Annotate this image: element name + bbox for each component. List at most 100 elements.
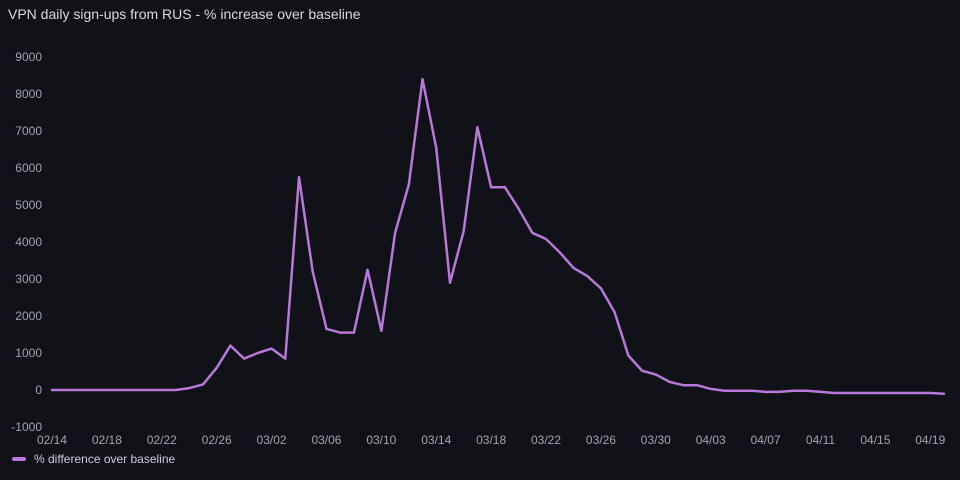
data-point[interactable] [708, 386, 714, 392]
data-point[interactable] [269, 346, 275, 352]
y-axis: -1000 0 1000 2000 3000 4000 5000 6000 7000 8000 90… [11, 50, 42, 434]
data-point[interactable] [749, 388, 755, 394]
data-point[interactable] [488, 184, 494, 190]
data-point[interactable] [118, 387, 124, 393]
data-point[interactable] [886, 390, 892, 396]
data-point[interactable] [900, 390, 906, 396]
y-tick-label: 5000 [15, 198, 42, 212]
x-tick-label: 04/19 [915, 433, 945, 447]
x-tick-label: 04/11 [806, 433, 835, 447]
data-point[interactable] [447, 280, 453, 286]
data-point[interactable] [831, 390, 837, 396]
x-tick-label: 04/15 [860, 433, 890, 447]
x-axis: 02/14 02/18 02/22 02/26 03/02 03/06 03/10 03/14… [37, 433, 946, 447]
data-point[interactable] [214, 365, 220, 371]
data-point[interactable] [310, 269, 316, 275]
data-point[interactable] [763, 389, 769, 395]
data-point[interactable] [392, 230, 398, 236]
data-point[interactable] [612, 309, 618, 315]
data-point[interactable] [461, 228, 467, 234]
data-point[interactable] [378, 328, 384, 334]
x-tick-label: 02/22 [147, 433, 177, 447]
legend-label: % difference over baseline [34, 452, 176, 466]
x-tick-label: 03/30 [641, 433, 671, 447]
y-tick-label: 8000 [15, 87, 42, 101]
data-point[interactable] [145, 387, 151, 393]
data-point[interactable] [557, 249, 563, 255]
data-point[interactable] [570, 265, 576, 271]
series-layer[interactable] [49, 76, 947, 397]
y-tick-label: 1000 [15, 346, 42, 360]
data-point[interactable] [625, 353, 631, 359]
data-point[interactable] [859, 390, 865, 396]
x-tick-label: 03/18 [476, 433, 506, 447]
legend[interactable]: % difference over baseline [12, 452, 175, 466]
data-point[interactable] [516, 206, 522, 212]
data-point[interactable] [502, 184, 508, 190]
data-point[interactable] [104, 387, 110, 393]
data-point[interactable] [598, 285, 604, 291]
y-tick-label: 2000 [15, 309, 42, 323]
data-point[interactable] [694, 382, 700, 388]
data-point[interactable] [667, 379, 673, 385]
data-point[interactable] [241, 356, 247, 362]
data-point[interactable] [255, 350, 261, 356]
x-tick-label: 02/26 [202, 433, 232, 447]
data-point[interactable] [227, 343, 233, 349]
x-tick-label: 02/14 [37, 433, 67, 447]
data-point[interactable] [845, 390, 851, 396]
data-point[interactable] [282, 356, 288, 362]
data-point[interactable] [817, 389, 823, 395]
y-tick-label: -1000 [11, 420, 42, 434]
y-tick-label: 3000 [15, 272, 42, 286]
data-point[interactable] [529, 230, 535, 236]
x-tick-label: 04/07 [751, 433, 781, 447]
data-point[interactable] [474, 124, 480, 130]
data-point[interactable] [63, 387, 69, 393]
data-point[interactable] [433, 145, 439, 151]
data-point[interactable] [131, 387, 137, 393]
data-point[interactable] [941, 391, 947, 397]
series-line[interactable] [50, 77, 946, 395]
data-point[interactable] [872, 390, 878, 396]
data-point[interactable] [159, 387, 165, 393]
data-point[interactable] [680, 382, 686, 388]
data-point[interactable] [351, 330, 357, 336]
data-point[interactable] [776, 389, 782, 395]
data-point[interactable] [653, 371, 659, 377]
panel-title: VPN daily sign-ups from RUS - % increase… [8, 6, 361, 22]
y-tick-label: 6000 [15, 161, 42, 175]
data-point[interactable] [406, 182, 412, 188]
data-point[interactable] [790, 388, 796, 394]
data-point[interactable] [337, 330, 343, 336]
data-point[interactable] [49, 387, 55, 393]
data-point[interactable] [584, 273, 590, 279]
y-tick-label: 9000 [15, 50, 42, 64]
data-point[interactable] [90, 387, 96, 393]
data-point[interactable] [200, 381, 206, 387]
x-tick-label: 03/06 [311, 433, 341, 447]
data-point[interactable] [735, 388, 741, 394]
legend-swatch [12, 457, 26, 461]
data-point[interactable] [420, 76, 426, 82]
data-point[interactable] [323, 326, 329, 332]
y-tick-label: 7000 [15, 124, 42, 138]
data-point[interactable] [721, 388, 727, 394]
data-point[interactable] [804, 388, 810, 394]
x-tick-label: 03/02 [257, 433, 287, 447]
data-point[interactable] [296, 174, 302, 180]
data-point[interactable] [543, 236, 549, 242]
y-tick-label: 4000 [15, 235, 42, 249]
data-point[interactable] [365, 267, 371, 273]
data-point[interactable] [173, 387, 179, 393]
data-point[interactable] [76, 387, 82, 393]
data-point[interactable] [914, 390, 920, 396]
data-point[interactable] [186, 385, 192, 391]
x-tick-label: 03/10 [366, 433, 396, 447]
x-tick-label: 04/03 [696, 433, 726, 447]
x-tick-label: 03/14 [421, 433, 451, 447]
y-tick-label: 0 [35, 383, 42, 397]
data-point[interactable] [927, 390, 933, 396]
data-point[interactable] [639, 368, 645, 374]
